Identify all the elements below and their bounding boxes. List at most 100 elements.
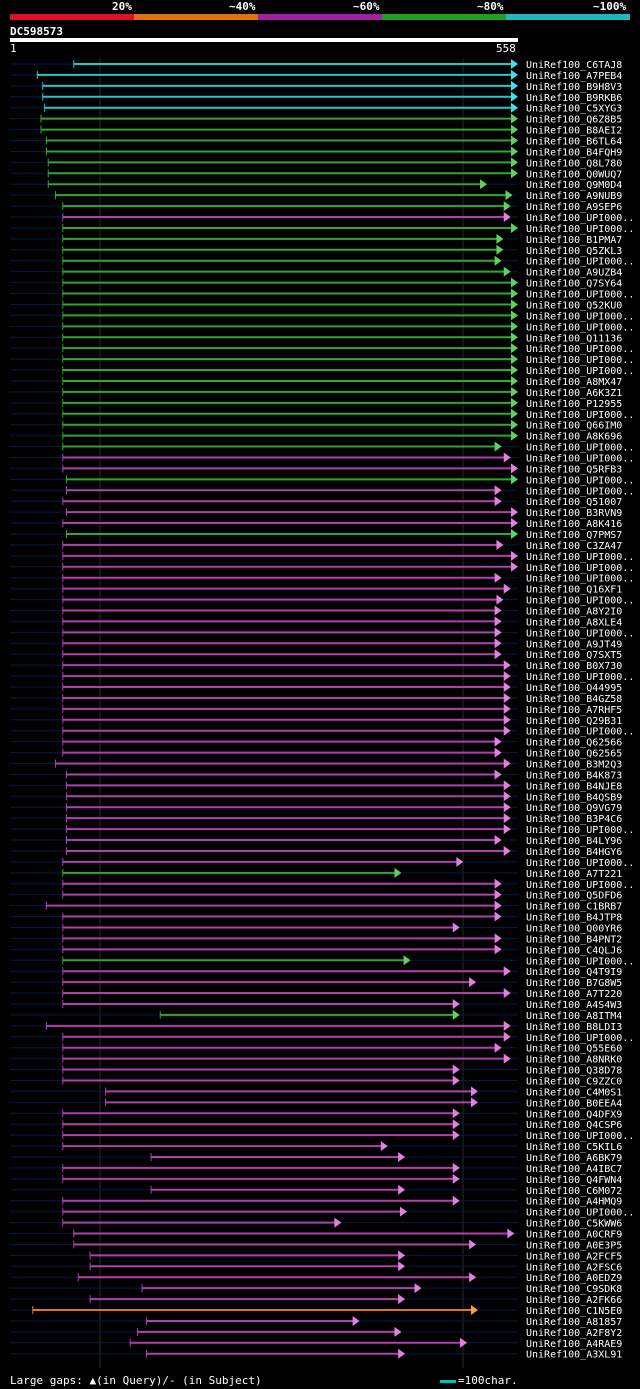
hit-label[interactable]: UniRef100_B4PNT2 — [526, 934, 622, 945]
hit-label[interactable]: UniRef100_Q16XF1 — [526, 585, 622, 596]
hit-label[interactable]: UniRef100_A9JT49 — [526, 639, 622, 650]
hit-label[interactable]: UniRef100_B9RKB6 — [526, 93, 622, 104]
hit-label[interactable]: UniRef100_B8AEI2 — [526, 126, 622, 137]
hit-label[interactable]: UniRef100_UPI000.. — [526, 563, 634, 574]
hit-label[interactable]: UniRef100_B4K873 — [526, 770, 622, 781]
hit-label[interactable]: UniRef100_A8MX47 — [526, 377, 622, 388]
hit-label[interactable]: UniRef100_Q4CSP6 — [526, 1120, 622, 1131]
hit-label[interactable]: UniRef100_UPI000.. — [526, 628, 634, 639]
hit-label[interactable]: UniRef100_A8ITM4 — [526, 1011, 622, 1022]
hit-label[interactable]: UniRef100_A4HMQ9 — [526, 1197, 622, 1208]
hit-label[interactable]: UniRef100_C5XYG3 — [526, 104, 622, 115]
hit-label[interactable]: UniRef100_A6K3Z1 — [526, 388, 622, 399]
hit-label[interactable]: UniRef100_A8K696 — [526, 432, 622, 443]
hit-label[interactable]: UniRef100_UPI000.. — [526, 311, 634, 322]
hit-label[interactable]: UniRef100_C6M072 — [526, 1186, 622, 1197]
hit-label[interactable]: UniRef100_UPI000.. — [526, 355, 634, 366]
hit-label[interactable]: UniRef100_A3XL91 — [526, 1350, 622, 1361]
hit-label[interactable]: UniRef100_Q00YR6 — [526, 923, 622, 934]
hit-label[interactable]: UniRef100_A4RAE9 — [526, 1339, 622, 1350]
hit-label[interactable]: UniRef100_Q5RFB3 — [526, 464, 622, 475]
hit-label[interactable]: UniRef100_A0CRF9 — [526, 1230, 622, 1241]
hit-label[interactable]: UniRef100_A2FCF5 — [526, 1251, 622, 1262]
hit-label[interactable]: UniRef100_B7G8W5 — [526, 978, 622, 989]
hit-label[interactable]: UniRef100_UPI000.. — [526, 596, 634, 607]
hit-label[interactable]: UniRef100_C9ZZC0 — [526, 1076, 622, 1087]
hit-label[interactable]: UniRef100_A0EDZ9 — [526, 1273, 622, 1284]
hit-label[interactable]: UniRef100_A9UZB4 — [526, 268, 622, 279]
hit-label[interactable]: UniRef100_UPI000.. — [526, 672, 634, 683]
hit-label[interactable]: UniRef100_C5KWW6 — [526, 1219, 622, 1230]
hit-label[interactable]: UniRef100_UPI000.. — [526, 858, 634, 869]
hit-label[interactable]: UniRef100_UPI000.. — [526, 224, 634, 235]
hit-label[interactable]: UniRef100_Q11136 — [526, 333, 622, 344]
hit-label[interactable]: UniRef100_P12955 — [526, 399, 622, 410]
hit-label[interactable]: UniRef100_A8K416 — [526, 519, 622, 530]
hit-label[interactable]: UniRef100_UPI000.. — [526, 366, 634, 377]
hit-label[interactable]: UniRef100_B0X730 — [526, 661, 622, 672]
hit-label[interactable]: UniRef100_A7T220 — [526, 989, 622, 1000]
hit-label[interactable]: UniRef100_Q51007 — [526, 497, 622, 508]
hit-label[interactable]: UniRef100_A81857 — [526, 1317, 622, 1328]
hit-label[interactable]: UniRef100_Q6Z8B5 — [526, 115, 622, 126]
hit-label[interactable]: UniRef100_Q9VG79 — [526, 803, 622, 814]
hit-label[interactable]: UniRef100_B0EEA4 — [526, 1098, 622, 1109]
hit-label[interactable]: UniRef100_B4NJE8 — [526, 781, 622, 792]
hit-label[interactable]: UniRef100_UPI000.. — [526, 880, 634, 891]
hit-label[interactable]: UniRef100_C4M0S1 — [526, 1087, 622, 1098]
hit-label[interactable]: UniRef100_C5KIL6 — [526, 1142, 622, 1153]
hit-label[interactable]: UniRef100_UPI000.. — [526, 410, 634, 421]
hit-label[interactable]: UniRef100_B9H8V3 — [526, 82, 622, 93]
hit-label[interactable]: UniRef100_UPI000.. — [526, 825, 634, 836]
hit-label[interactable]: UniRef100_UPI000.. — [526, 344, 634, 355]
hit-label[interactable]: UniRef100_C9SDK8 — [526, 1284, 622, 1295]
hit-label[interactable]: UniRef100_B3P4C6 — [526, 814, 622, 825]
hit-label[interactable]: UniRef100_B4JTP8 — [526, 913, 622, 924]
hit-label[interactable]: UniRef100_A7RHF5 — [526, 705, 622, 716]
hit-label[interactable]: UniRef100_A8XLE4 — [526, 617, 622, 628]
hit-label[interactable]: UniRef100_UPI000.. — [526, 1208, 634, 1219]
hit-label[interactable]: UniRef100_Q7SY64 — [526, 279, 622, 290]
hit-label[interactable]: UniRef100_B3M2Q3 — [526, 760, 622, 771]
hit-label[interactable]: UniRef100_UPI000.. — [526, 322, 634, 333]
hit-label[interactable]: UniRef100_B3RVN9 — [526, 508, 622, 519]
hit-label[interactable]: UniRef100_A2FK66 — [526, 1295, 622, 1306]
hit-label[interactable]: UniRef100_B4LY96 — [526, 836, 622, 847]
hit-label[interactable]: UniRef100_UPI000.. — [526, 257, 634, 268]
hit-label[interactable]: UniRef100_UPI000.. — [526, 290, 634, 301]
hit-label[interactable]: UniRef100_C4QLJ6 — [526, 945, 622, 956]
hit-label[interactable]: UniRef100_B1PMA7 — [526, 235, 622, 246]
hit-label[interactable]: UniRef100_A2FSC6 — [526, 1262, 622, 1273]
hit-label[interactable]: UniRef100_Q52KU0 — [526, 300, 622, 311]
hit-label[interactable]: UniRef100_UPI000.. — [526, 486, 634, 497]
hit-label[interactable]: UniRef100_A8NRK0 — [526, 1055, 622, 1066]
hit-label[interactable]: UniRef100_Q9M0D4 — [526, 180, 622, 191]
hit-label[interactable]: UniRef100_Q0WUQ7 — [526, 169, 622, 180]
hit-label[interactable]: UniRef100_Q7SXT5 — [526, 650, 622, 661]
hit-label[interactable]: UniRef100_A7PEB4 — [526, 71, 622, 82]
hit-label[interactable]: UniRef100_Q55E60 — [526, 1044, 622, 1055]
hit-label[interactable]: UniRef100_UPI000.. — [526, 213, 634, 224]
hit-label[interactable]: UniRef100_Q38D78 — [526, 1066, 622, 1077]
hit-label[interactable]: UniRef100_Q5DFD6 — [526, 891, 622, 902]
hit-label[interactable]: UniRef100_Q62565 — [526, 749, 622, 760]
hit-label[interactable]: UniRef100_UPI000.. — [526, 574, 634, 585]
hit-label[interactable]: UniRef100_UPI000.. — [526, 956, 634, 967]
hit-label[interactable]: UniRef100_UPI000.. — [526, 727, 634, 738]
hit-label[interactable]: UniRef100_Q44995 — [526, 683, 622, 694]
hit-label[interactable]: UniRef100_A8Y2I0 — [526, 607, 622, 618]
hit-label[interactable]: UniRef100_Q7PMS7 — [526, 530, 622, 541]
hit-label[interactable]: UniRef100_C1BRB7 — [526, 902, 622, 913]
hit-label[interactable]: UniRef100_A7T221 — [526, 869, 622, 880]
hit-label[interactable]: UniRef100_Q4FWN4 — [526, 1175, 622, 1186]
hit-label[interactable]: UniRef100_UPI000.. — [526, 1131, 634, 1142]
hit-label[interactable]: UniRef100_A4IBC7 — [526, 1164, 622, 1175]
hit-label[interactable]: UniRef100_A6BK79 — [526, 1153, 622, 1164]
hit-label[interactable]: UniRef100_B4GZ58 — [526, 694, 622, 705]
hit-label[interactable]: UniRef100_Q62566 — [526, 738, 622, 749]
hit-label[interactable]: UniRef100_A9SEP6 — [526, 202, 622, 213]
hit-label[interactable]: UniRef100_UPI000.. — [526, 443, 634, 454]
hit-label[interactable]: UniRef100_Q4DFX9 — [526, 1109, 622, 1120]
hit-label[interactable]: UniRef100_B8LDI3 — [526, 1022, 622, 1033]
hit-label[interactable]: UniRef100_C1N5E0 — [526, 1306, 622, 1317]
